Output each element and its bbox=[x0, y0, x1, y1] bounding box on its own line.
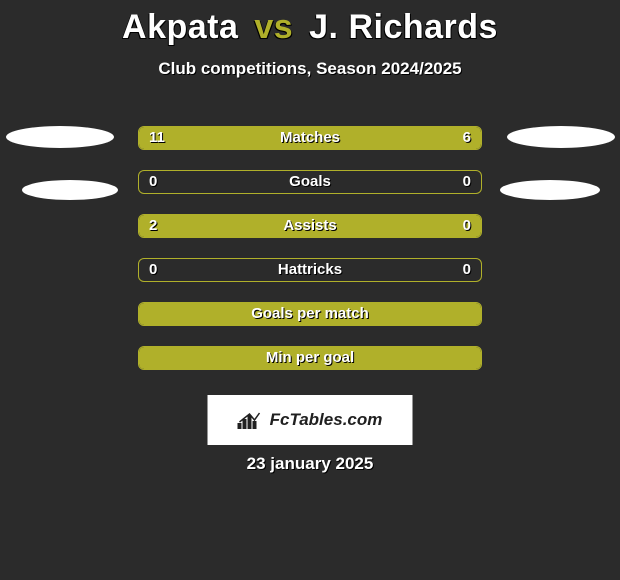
stat-label: Matches bbox=[139, 129, 481, 146]
footer-date: 23 january 2025 bbox=[0, 454, 620, 474]
stat-value-left: 0 bbox=[149, 173, 157, 190]
stat-rows: Matches116Goals00Assists20Hattricks00Goa… bbox=[138, 126, 482, 390]
player2-name: J. Richards bbox=[309, 8, 498, 46]
stat-value-right: 6 bbox=[463, 129, 471, 146]
stat-value-left: 2 bbox=[149, 217, 157, 234]
stat-row: Goals per match bbox=[138, 302, 482, 326]
player1-name: Akpata bbox=[122, 8, 238, 46]
title-vs: vs bbox=[254, 8, 293, 46]
stat-row: Goals0 0 bbox=[138, 170, 482, 194]
stat-value-right: 0 bbox=[463, 217, 471, 234]
stat-row: Assists2 0 bbox=[138, 214, 482, 238]
stat-row: Hattricks0 0 bbox=[138, 258, 482, 282]
stat-row: Matches11 6 bbox=[138, 126, 482, 150]
decorative-ellipse bbox=[6, 126, 114, 148]
decorative-ellipse bbox=[22, 180, 118, 200]
stat-label: Goals bbox=[139, 173, 481, 190]
decorative-ellipse bbox=[500, 180, 600, 200]
stat-row: Min per goal bbox=[138, 346, 482, 370]
subtitle: Club competitions, Season 2024/2025 bbox=[0, 59, 620, 79]
stat-label: Assists bbox=[139, 217, 481, 234]
site-badge[interactable]: FcTables.com bbox=[208, 395, 413, 445]
stat-value-right: 0 bbox=[463, 173, 471, 190]
stat-value-left: 0 bbox=[149, 261, 157, 278]
bars-icon bbox=[238, 411, 264, 429]
badge-text: FcTables.com bbox=[270, 410, 383, 430]
stat-label: Goals per match bbox=[139, 305, 481, 322]
stat-value-right: 0 bbox=[463, 261, 471, 278]
stat-label: Min per goal bbox=[139, 349, 481, 366]
page-title: Akpata vs J. Richards bbox=[0, 0, 620, 47]
stat-value-left: 11 bbox=[149, 129, 165, 146]
page-root: Akpata vs J. Richards Club competitions,… bbox=[0, 0, 620, 580]
stat-label: Hattricks bbox=[139, 261, 481, 278]
decorative-ellipse bbox=[507, 126, 615, 148]
